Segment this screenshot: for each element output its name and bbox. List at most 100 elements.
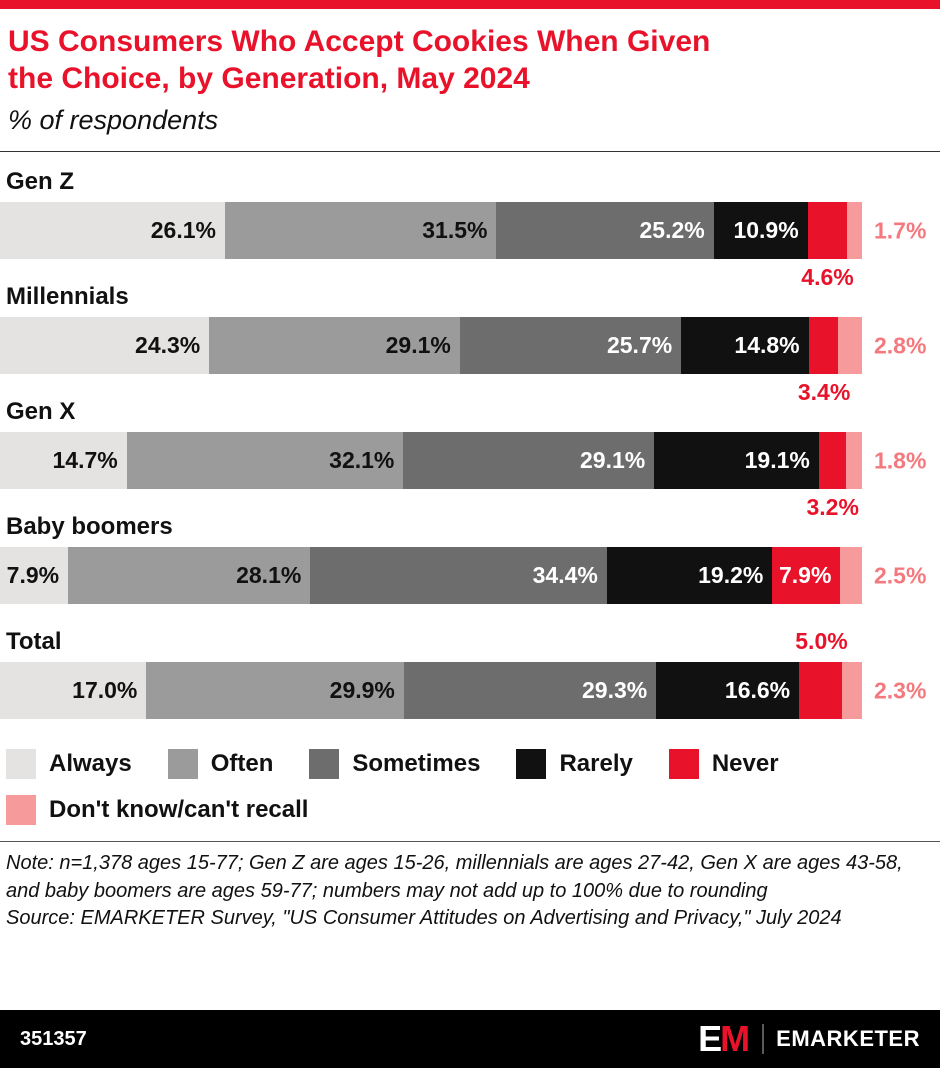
legend-row-2: Don't know/can't recall [6, 795, 940, 826]
legend-label: Never [711, 750, 779, 778]
chart-row-total: Total 17.0% 29.9% 29.3% 16.6% 5.0% 2.3% [0, 626, 940, 720]
segment-never [799, 662, 843, 720]
header: US Consumers Who Accept Cookies When Giv… [0, 9, 940, 136]
emarketer-logo: EM EMARKETER [698, 1021, 920, 1057]
legend: Always Often Sometimes Rarely Never Don't kn… [0, 741, 940, 826]
segment-value: 32.1% [329, 447, 395, 474]
segment-value: 16.6% [724, 677, 791, 704]
logo-divider [762, 1024, 765, 1054]
legend-swatch-rarely [516, 749, 547, 780]
dont-know-value: 2.5% [874, 562, 927, 589]
note-text: Note: n=1,378 ages 15-77; Gen Z are ages… [6, 852, 903, 902]
segment-never: 7.9% [772, 547, 841, 605]
segment-value: 7.9% [778, 562, 832, 589]
segment-value: 28.1% [236, 562, 302, 589]
chart-title: US Consumers Who Accept Cookies When Giv… [8, 25, 711, 95]
segment-value: 31.5% [422, 217, 488, 244]
dont-know-value: 2.8% [874, 332, 927, 359]
chart-subtitle: % of respondents [8, 105, 219, 136]
never-value-callout: 4.6% [801, 264, 854, 291]
segment-value: 29.1% [385, 332, 451, 359]
chart-row-baby-boomers: Baby boomers 7.9% 28.1% 34.4% 19.2% 7.9% 2.5% [0, 511, 940, 605]
legend-item-never: Never [668, 749, 779, 780]
segment-never [808, 317, 838, 375]
source-text: Source: EMARKETER Survey, "US Consumer A… [6, 907, 842, 930]
legend-swatch-always [6, 749, 36, 780]
bar-baby-boomers: 7.9% 28.1% 34.4% 19.2% 7.9% 2.5% [0, 547, 926, 605]
segment-rarely: 16.6% [656, 662, 800, 720]
legend-label: Rarely [559, 750, 633, 778]
segment-value: 26.1% [150, 217, 216, 244]
segment-always: 14.7% [0, 432, 127, 490]
legend-swatch-don-t-know-can-t-recall [6, 795, 36, 826]
segment-never [807, 202, 848, 260]
category-label: Millennials [6, 283, 129, 311]
segment-value: 10.9% [733, 217, 799, 244]
legend-row-1: Always Often Sometimes Rarely Never [6, 749, 940, 780]
segment-value: 19.2% [698, 562, 764, 589]
segment-value: 17.0% [72, 677, 138, 704]
segment-always: 17.0% [0, 662, 147, 720]
segment-don-t-know-can-t-recall [846, 432, 862, 490]
segment-rarely: 14.8% [681, 317, 809, 375]
segment-rarely: 19.2% [606, 547, 773, 605]
segment-often: 29.9% [146, 662, 404, 720]
stacked-bar: 24.3% 29.1% 25.7% 14.8% [0, 317, 862, 375]
legend-item-don-t-know-can-t-recall: Don't know/can't recall [6, 795, 309, 826]
segment-don-t-know-can-t-recall [842, 662, 862, 720]
stacked-bar: 7.9% 28.1% 34.4% 19.2% 7.9% [0, 547, 862, 605]
legend-swatch-sometimes [309, 749, 340, 780]
segment-value: 24.3% [135, 332, 201, 359]
legend-item-rarely: Rarely [516, 749, 633, 780]
segment-value: 19.1% [744, 447, 810, 474]
stacked-bar: 14.7% 32.1% 29.1% 19.1% [0, 432, 862, 490]
chart-row-gen-z: Gen Z 26.1% 31.5% 25.2% 10.9% 4.6% 1.7% [0, 166, 940, 290]
footer-bar: 351357 EM EMARKETER [0, 1010, 940, 1068]
segment-sometimes: 29.1% [403, 432, 655, 490]
segment-sometimes: 29.3% [403, 662, 657, 720]
segment-rarely: 19.1% [654, 432, 819, 490]
header-divider [0, 151, 940, 153]
notes-divider [0, 841, 940, 843]
emarketer-wordmark: EMARKETER [776, 1026, 920, 1051]
segment-never [818, 432, 847, 490]
bar-gen-z: 26.1% 31.5% 25.2% 10.9% 4.6% 1.7% [0, 202, 926, 290]
segment-always: 7.9% [0, 547, 69, 605]
segment-don-t-know-can-t-recall [847, 202, 862, 260]
bar-millennials: 24.3% 29.1% 25.7% 14.8% 3.4% 2.8% [0, 317, 926, 405]
legend-item-sometimes: Sometimes [309, 749, 481, 780]
legend-label: Don't know/can't recall [49, 796, 309, 824]
stacked-bar: 26.1% 31.5% 25.2% 10.9% [0, 202, 862, 260]
category-label: Gen X [6, 398, 76, 426]
legend-label: Often [210, 750, 274, 778]
notes: Note: n=1,378 ages 15-77; Gen Z are ages… [0, 842, 940, 933]
legend-item-often: Often [167, 749, 274, 780]
segment-often: 28.1% [68, 547, 311, 605]
chart: Gen Z 26.1% 31.5% 25.2% 10.9% 4.6% 1.7% Millenn… [0, 152, 940, 720]
legend-swatch-never [668, 749, 699, 780]
legend-label: Sometimes [352, 750, 481, 778]
category-label: Baby boomers [6, 513, 173, 541]
never-value-callout: 3.2% [806, 494, 859, 521]
dont-know-value: 2.3% [874, 677, 927, 704]
stacked-bar: 17.0% 29.9% 29.3% 16.6% [0, 662, 862, 720]
segment-value: 7.9% [6, 562, 60, 589]
segment-value: 34.4% [532, 562, 598, 589]
segment-sometimes: 34.4% [310, 547, 607, 605]
never-value-callout: 3.4% [797, 379, 851, 406]
segment-often: 29.1% [209, 317, 460, 375]
em-monogram-icon: EM [698, 1018, 750, 1059]
segment-sometimes: 25.7% [459, 317, 682, 375]
segment-always: 26.1% [0, 202, 225, 260]
segment-sometimes: 25.2% [496, 202, 714, 260]
chart-row-millennials: Millennials 24.3% 29.1% 25.7% 14.8% 3.4% 2.8% [0, 281, 940, 405]
segment-value: 29.9% [329, 677, 395, 704]
segment-value: 29.1% [580, 447, 646, 474]
legend-label: Always [49, 750, 132, 778]
segment-value: 25.2% [639, 217, 705, 244]
category-label: Gen Z [6, 168, 75, 196]
legend-item-always: Always [6, 749, 132, 780]
dont-know-value: 1.8% [874, 447, 927, 474]
segment-always: 24.3% [0, 317, 210, 375]
segment-often: 32.1% [126, 432, 404, 490]
